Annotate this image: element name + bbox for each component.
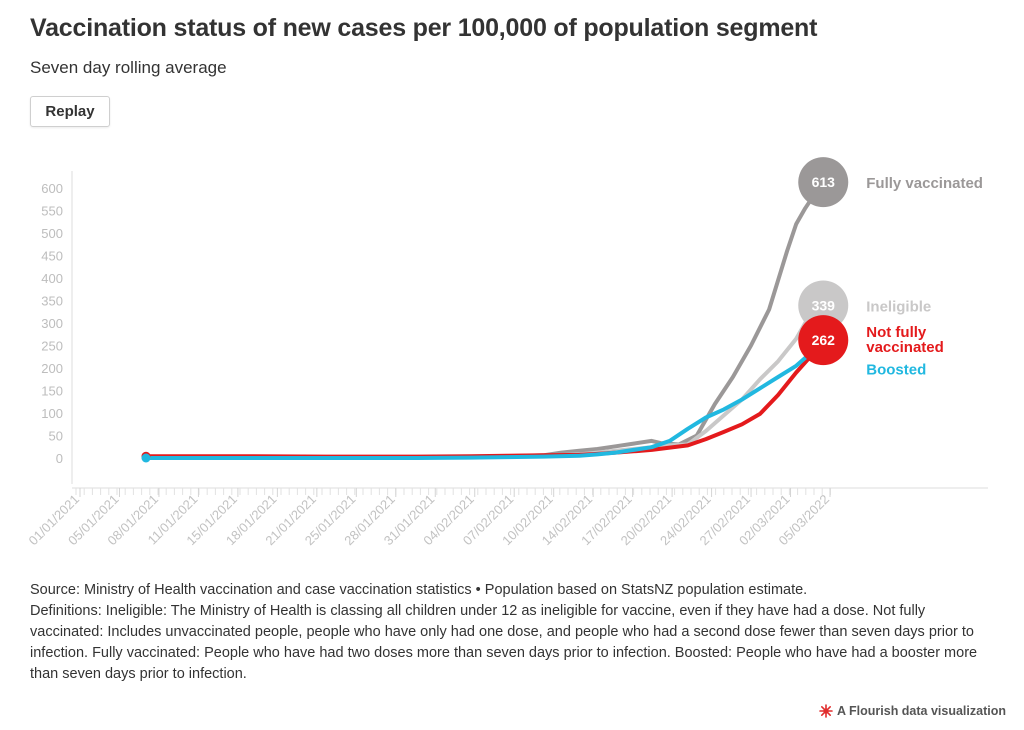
label-not-fully-vaccinated-line2: vaccinated bbox=[866, 339, 944, 356]
end-marker-not-fully-vaccinated bbox=[798, 315, 849, 366]
y-tick-label: 0 bbox=[56, 451, 63, 466]
x-axis: 01/01/202105/01/202108/01/202111/01/2021… bbox=[25, 487, 988, 548]
y-tick-label: 300 bbox=[41, 316, 63, 331]
series-lines bbox=[144, 180, 826, 460]
chart-title: Vaccination status of new cases per 100,… bbox=[30, 14, 818, 42]
end-value-ineligible: 339 bbox=[812, 297, 836, 313]
end-value-fully-vaccinated: 613 bbox=[812, 174, 836, 190]
flourish-credit[interactable]: A Flourish data visualization bbox=[819, 704, 1006, 718]
series-end-markers: 613 339 262 bbox=[141, 157, 849, 463]
definitions-note: Definitions: Ineligible: The Ministry of… bbox=[30, 603, 978, 682]
start-dot-boosted bbox=[141, 453, 151, 463]
line-chart: 0 50 100 150 200 250 300 350 400 450 500 550 600 01/… bbox=[25, 157, 988, 548]
y-tick-label: 600 bbox=[41, 181, 63, 196]
label-boosted: Boosted bbox=[866, 362, 926, 379]
credit-label: A Flourish data visualization bbox=[836, 704, 1006, 718]
y-tick-label: 500 bbox=[41, 226, 63, 241]
series-line-boosted bbox=[144, 343, 826, 460]
chart-subtitle: Seven day rolling average bbox=[30, 58, 227, 77]
series-line-not-fully-vaccinated bbox=[144, 338, 826, 459]
y-tick-label: 400 bbox=[41, 271, 63, 286]
chart-footer: Source: Ministry of Health vaccination a… bbox=[30, 580, 1000, 685]
y-tick-label: 550 bbox=[41, 204, 63, 219]
label-ineligible: Ineligible bbox=[866, 298, 931, 315]
label-not-fully-vaccinated-line1: Not fully bbox=[866, 324, 927, 341]
source-note: Source: Ministry of Health vaccination a… bbox=[30, 582, 808, 598]
label-fully-vaccinated: Fully vaccinated bbox=[866, 175, 983, 192]
y-tick-label: 200 bbox=[41, 361, 63, 376]
end-marker-fully-vaccinated bbox=[798, 157, 849, 208]
flourish-star-icon bbox=[819, 704, 833, 718]
y-tick-label: 100 bbox=[41, 406, 63, 421]
end-marker-ineligible bbox=[798, 280, 849, 331]
series-labels: Fully vaccinated Ineligible Not fullyvacci… bbox=[866, 175, 983, 378]
y-tick-label: 350 bbox=[41, 294, 63, 309]
y-tick-label: 450 bbox=[41, 249, 63, 264]
replay-button[interactable]: Replay bbox=[30, 96, 110, 127]
y-tick-label: 250 bbox=[41, 339, 63, 354]
y-tick-label: 150 bbox=[41, 384, 63, 399]
end-value-not-fully-vaccinated: 262 bbox=[812, 332, 836, 348]
y-axis: 0 50 100 150 200 250 300 350 400 450 500 550 600 bbox=[41, 171, 73, 484]
y-tick-label: 50 bbox=[49, 429, 63, 444]
